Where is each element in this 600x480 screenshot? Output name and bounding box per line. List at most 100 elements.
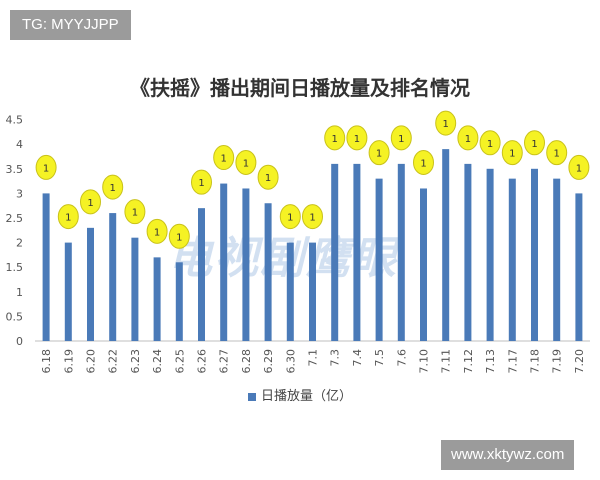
x-tick-label: 6.26 — [196, 349, 209, 374]
bar — [220, 183, 228, 341]
rank-marker — [302, 204, 323, 230]
bar — [131, 237, 139, 341]
rank-label: 1 — [309, 213, 315, 224]
rank-label: 1 — [420, 158, 426, 169]
y-tick-label: 2 — [16, 237, 23, 250]
bar — [353, 163, 361, 341]
bar — [486, 168, 494, 341]
rank-label: 1 — [354, 134, 360, 145]
x-tick-label: 7.18 — [529, 349, 542, 374]
rank-label: 1 — [531, 139, 537, 150]
y-tick-label: 3.5 — [6, 163, 24, 176]
rank-label: 1 — [110, 183, 116, 194]
rank-label: 1 — [376, 149, 382, 160]
y-tick-label: 4 — [16, 138, 23, 151]
x-tick-label: 6.20 — [85, 349, 98, 374]
bar — [420, 188, 427, 341]
rank-label: 1 — [465, 134, 471, 145]
bar — [442, 149, 450, 341]
legend-label: 日播放量（亿） — [261, 389, 353, 404]
rank-label: 1 — [43, 163, 49, 174]
rank-marker — [146, 218, 168, 244]
y-tick-label: 0.5 — [6, 310, 24, 323]
bar — [264, 203, 272, 341]
legend-swatch — [248, 393, 256, 401]
source-watermark-bottom: www.xktywz.com — [441, 440, 575, 470]
x-tick-label: 7.5 — [373, 349, 386, 367]
bar — [553, 178, 561, 341]
x-tick-label: 6.28 — [240, 349, 253, 374]
bar — [42, 193, 50, 341]
rank-label: 1 — [509, 149, 515, 160]
rank-label: 1 — [265, 173, 271, 184]
rank-label: 1 — [221, 154, 227, 165]
bar — [508, 178, 516, 341]
x-tick-label: 7.1 — [307, 349, 320, 367]
rank-label: 1 — [398, 134, 404, 145]
x-tick-label: 6.18 — [40, 349, 53, 374]
rank-marker — [124, 199, 146, 225]
rank-label: 1 — [243, 158, 249, 169]
bar — [198, 208, 205, 341]
bar — [375, 178, 383, 341]
x-tick-label: 7.19 — [551, 349, 564, 374]
x-tick-label: 7.17 — [506, 349, 519, 374]
bar — [64, 242, 72, 341]
bar — [175, 262, 183, 341]
x-tick-label: 6.24 — [151, 349, 164, 374]
rank-marker — [80, 189, 101, 215]
rank-marker — [346, 125, 368, 151]
rank-label: 1 — [487, 139, 493, 150]
y-tick-label: 1.5 — [6, 261, 24, 274]
rank-marker — [213, 145, 235, 171]
rank-marker — [191, 169, 212, 195]
y-tick-label: 3 — [16, 187, 23, 200]
rank-label: 1 — [198, 178, 204, 189]
rank-marker — [546, 140, 568, 166]
x-tick-label: 7.6 — [395, 349, 408, 367]
rank-label: 1 — [176, 232, 182, 243]
y-tick-label: 1 — [16, 286, 23, 299]
rank-label: 1 — [287, 213, 293, 224]
x-tick-label: 7.10 — [418, 349, 431, 374]
x-tick-label: 6.19 — [62, 349, 75, 374]
x-tick-label: 6.25 — [173, 349, 186, 374]
rank-marker — [368, 140, 390, 166]
rank-marker — [435, 110, 457, 136]
bar — [531, 168, 538, 341]
source-watermark-top: TG: MYYJJPP — [10, 10, 131, 40]
rank-marker — [524, 130, 545, 156]
x-tick-label: 6.23 — [129, 349, 142, 374]
x-tick-label: 7.12 — [462, 349, 475, 374]
rank-marker — [457, 125, 479, 151]
bar — [242, 188, 250, 341]
x-tick-label: 7.3 — [329, 349, 342, 367]
x-tick-label: 7.13 — [484, 349, 497, 374]
rank-marker — [568, 154, 590, 180]
rank-marker — [35, 154, 57, 180]
bar — [575, 193, 583, 341]
bar — [331, 163, 339, 341]
rank-label: 1 — [554, 149, 560, 160]
rank-marker — [324, 125, 346, 151]
x-tick-label: 6.29 — [262, 349, 275, 374]
y-tick-label: 4.5 — [6, 114, 24, 127]
chart-title: 《扶摇》播出期间日播放量及排名情况 — [130, 76, 470, 100]
bar — [87, 227, 94, 341]
rank-marker — [413, 149, 434, 175]
rank-marker — [279, 204, 301, 230]
bar — [397, 163, 405, 341]
x-tick-label: 7.4 — [351, 349, 364, 367]
rank-label: 1 — [332, 134, 338, 145]
rank-marker — [168, 223, 190, 249]
x-tick-label: 6.30 — [284, 349, 297, 374]
x-tick-label: 7.11 — [440, 349, 453, 374]
rank-marker — [501, 140, 523, 166]
rank-label: 1 — [154, 227, 160, 238]
rank-marker — [235, 149, 257, 175]
bar — [109, 213, 117, 341]
y-tick-label: 2.5 — [6, 212, 24, 225]
y-tick-label: 0 — [16, 335, 23, 348]
rank-marker — [479, 130, 501, 156]
